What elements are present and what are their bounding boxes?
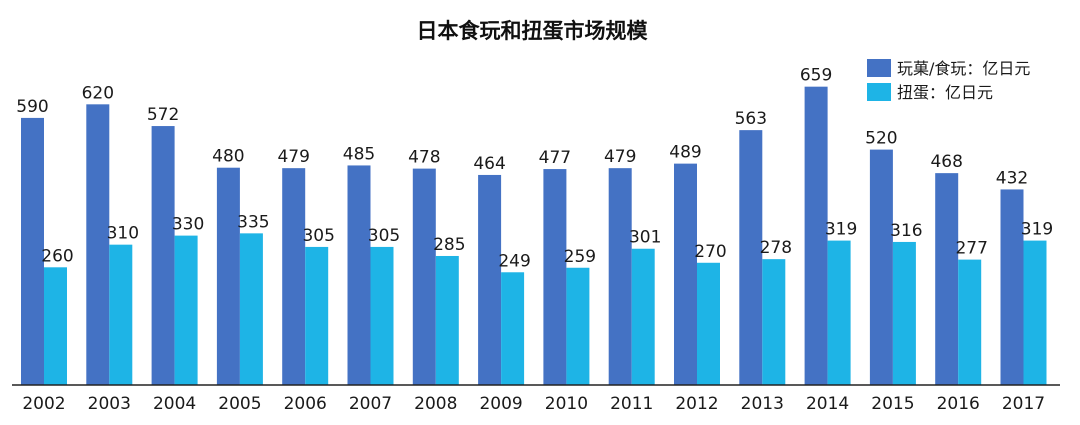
- x-tick-label: 2010: [545, 394, 588, 414]
- bar-series-2: [174, 235, 198, 385]
- x-tick-label: 2009: [479, 394, 522, 414]
- bar-series-1: [347, 165, 371, 385]
- bar-series-1: [86, 104, 110, 386]
- x-tick-label: 2002: [22, 394, 65, 414]
- x-tick-label: 2012: [675, 394, 718, 414]
- data-label-series-2: 330: [172, 215, 204, 235]
- data-label-series-2: 305: [368, 226, 400, 246]
- bar-series-2: [44, 267, 67, 385]
- bar-series-1: [543, 169, 567, 385]
- x-tick-label: 2013: [741, 394, 784, 414]
- data-label-series-1: 489: [669, 143, 701, 163]
- bar-series-2: [566, 267, 590, 385]
- data-label-series-2: 319: [825, 220, 857, 240]
- bar-series-2: [697, 262, 720, 385]
- bar-series-2: [501, 272, 525, 385]
- bar-series-1: [412, 168, 436, 385]
- bar-series-1: [608, 168, 632, 385]
- legend-swatch-series-2: [867, 83, 891, 101]
- data-label-series-1: 659: [800, 66, 832, 86]
- data-label-series-1: 520: [865, 129, 897, 149]
- data-label-series-2: 335: [237, 212, 269, 232]
- data-label-series-1: 480: [212, 147, 244, 167]
- bar-series-1: [935, 173, 959, 385]
- bar-series-1: [674, 163, 697, 385]
- bar-series-2: [239, 233, 263, 385]
- bar-series-1: [21, 117, 44, 386]
- bars-layer: [21, 86, 1047, 386]
- x-axis-ticks: 2002 2003 2004 2005 2006 2007 2008 2009 2010 2011…: [22, 394, 1045, 414]
- data-label-series-1: 432: [996, 168, 1028, 188]
- legend-label-series-1: 玩菓/食玩：亿日元: [897, 59, 1030, 78]
- bar-series-1: [739, 130, 763, 385]
- bar-series-2: [762, 259, 786, 385]
- data-label-series-2: 270: [694, 242, 726, 262]
- data-labels-layer: 590 260 620 310 572 330 480 335 479 305 485 305 478 2…: [16, 66, 1053, 272]
- x-tick-label: 2011: [610, 394, 653, 414]
- x-tick-label: 2014: [806, 394, 849, 414]
- bar-series-1: [151, 126, 175, 385]
- bar-series-2: [631, 248, 655, 385]
- data-label-series-2: 249: [498, 251, 530, 271]
- bar-series-1: [282, 168, 306, 385]
- bar-series-1: [869, 149, 893, 385]
- data-label-series-1: 479: [604, 147, 636, 167]
- data-label-series-1: 563: [735, 109, 767, 129]
- bar-series-2: [305, 246, 329, 385]
- x-tick-label: 2008: [414, 394, 457, 414]
- x-tick-label: 2017: [1002, 394, 1045, 414]
- bar-series-1: [804, 86, 828, 385]
- bar-series-2: [109, 244, 133, 385]
- data-label-series-2: 260: [41, 246, 73, 266]
- data-label-series-2: 259: [564, 247, 596, 267]
- data-label-series-2: 278: [760, 238, 792, 258]
- x-tick-label: 2004: [153, 394, 196, 414]
- x-tick-label: 2006: [284, 394, 327, 414]
- data-label-series-2: 277: [955, 239, 987, 259]
- x-tick-label: 2003: [88, 394, 131, 414]
- data-label-series-1: 620: [82, 83, 114, 103]
- bar-series-2: [370, 246, 394, 385]
- x-tick-label: 2007: [349, 394, 392, 414]
- bar-series-1: [1000, 189, 1024, 385]
- data-label-series-2: 316: [890, 221, 922, 241]
- data-label-series-2: 310: [107, 224, 139, 244]
- bar-series-2: [435, 255, 459, 385]
- data-label-series-1: 590: [16, 97, 48, 117]
- data-label-series-1: 485: [343, 144, 375, 164]
- data-label-series-1: 478: [408, 148, 440, 168]
- data-label-series-1: 477: [539, 148, 571, 168]
- chart-title: 日本食玩和扭蛋市场规模: [417, 19, 649, 43]
- bar-series-2: [958, 259, 982, 385]
- data-label-series-2: 301: [629, 228, 661, 248]
- x-tick-label: 2015: [871, 394, 914, 414]
- data-label-series-1: 479: [277, 147, 309, 167]
- bar-series-2: [827, 240, 851, 385]
- data-label-series-1: 464: [473, 154, 505, 174]
- x-tick-label: 2016: [937, 394, 980, 414]
- data-label-series-2: 319: [1021, 220, 1053, 240]
- data-label-series-1: 572: [147, 105, 179, 125]
- legend-swatch-series-1: [867, 59, 891, 77]
- bar-series-1: [478, 174, 502, 385]
- x-tick-label: 2005: [218, 394, 261, 414]
- data-label-series-2: 285: [433, 235, 465, 255]
- data-label-series-2: 305: [302, 226, 334, 246]
- data-label-series-1: 468: [930, 152, 962, 172]
- bar-series-2: [1023, 240, 1047, 385]
- legend: 玩菓/食玩：亿日元 扭蛋：亿日元: [867, 59, 1030, 102]
- legend-label-series-2: 扭蛋：亿日元: [897, 83, 993, 102]
- bar-series-1: [216, 167, 240, 385]
- bar-series-2: [892, 241, 916, 385]
